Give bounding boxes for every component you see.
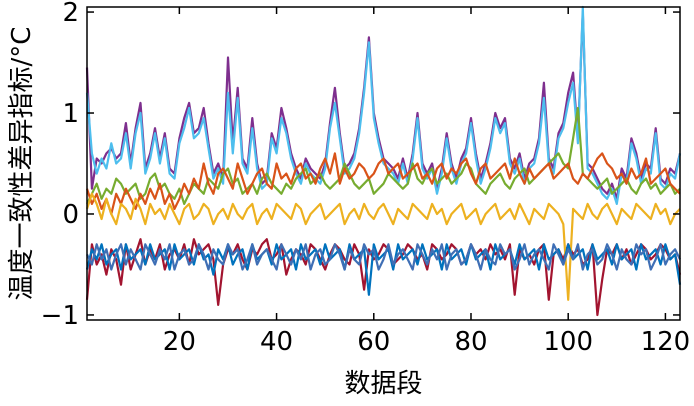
series-layer [85, 5, 682, 317]
x-tick-label: 100 [543, 327, 593, 357]
y-axis-label: 温度一致性差异指标/°C [7, 27, 37, 301]
series-line-3 [86, 106, 681, 205]
x-axis-label: 数据段 [344, 369, 422, 399]
x-tick-label: 80 [454, 327, 487, 357]
y-tick-label: 2 [62, 0, 79, 28]
plot-frame [86, 6, 681, 321]
series-line-8 [86, 243, 681, 271]
x-tick-label: 120 [641, 327, 691, 357]
x-tick-label: 40 [260, 327, 293, 357]
series-line-2 [85, 5, 682, 205]
y-axis-ticks: −1 0 1 2 [41, 0, 680, 331]
y-tick-label: −1 [41, 301, 79, 331]
x-tick-label: 20 [163, 327, 196, 357]
series-line-6 [85, 192, 681, 301]
series-line-5 [85, 152, 681, 216]
y-tick-label: 0 [62, 200, 79, 230]
x-tick-label: 60 [357, 327, 390, 357]
y-tick-label: 1 [62, 99, 79, 129]
x-axis-ticks: 20 40 60 80 100 120 [163, 7, 690, 357]
